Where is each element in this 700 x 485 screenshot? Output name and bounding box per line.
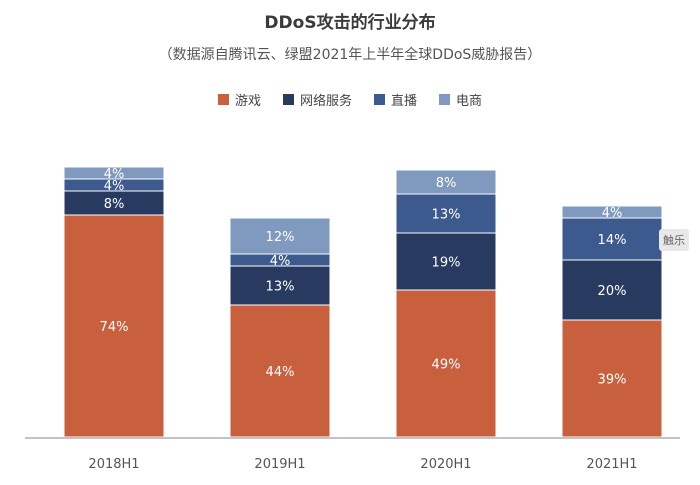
- bar-segment-ecommerce: [229, 217, 331, 255]
- bar-segment-ecommerce: [395, 169, 497, 195]
- data-label: 14%: [598, 233, 627, 248]
- bar-segment-live-streaming: [561, 217, 663, 261]
- x-axis-tick-label: 2018H1: [88, 457, 139, 472]
- legend-swatch: [439, 94, 451, 105]
- bar-segment-game: [561, 319, 663, 438]
- legend-label: 网络服务: [299, 94, 352, 109]
- legend-item-game: 游戏: [217, 90, 261, 109]
- legend-label: 游戏: [234, 94, 261, 109]
- bar-segment-network-services: [229, 265, 331, 306]
- chart-subtitle: （数据源自腾讯云、绿盟2021年上半年全球DDoS威胁报告）: [158, 47, 542, 63]
- data-label: 8%: [104, 197, 125, 212]
- legend-item-live-streaming: 直播: [374, 90, 417, 109]
- bar-segment-game: [229, 304, 331, 438]
- data-label: 20%: [598, 284, 627, 299]
- legend-swatch: [282, 94, 294, 105]
- data-label: 12%: [266, 230, 295, 245]
- data-label: 39%: [598, 373, 627, 388]
- data-label: 74%: [100, 320, 129, 335]
- bar-segment-ecommerce: [561, 205, 663, 219]
- bar-segment-game: [395, 289, 497, 438]
- data-label: 13%: [432, 208, 461, 223]
- bar-segment-network-services: [63, 190, 165, 216]
- x-axis-tick-label: 2021H1: [586, 457, 637, 472]
- bar-segment-network-services: [561, 259, 663, 321]
- data-label: 4%: [104, 179, 125, 194]
- data-label: 19%: [432, 256, 461, 271]
- data-label: 4%: [270, 254, 291, 269]
- data-label: 44%: [266, 365, 295, 380]
- x-axis-tick-label: 2019H1: [254, 457, 305, 472]
- data-label: 13%: [266, 280, 295, 295]
- x-axis-tick-label: 2020H1: [420, 457, 471, 472]
- legend-item-ecommerce: 电商: [439, 90, 482, 109]
- bar-segment-game: [63, 214, 165, 438]
- legend-swatch: [374, 94, 385, 105]
- bar-segment-ecommerce: [63, 166, 165, 180]
- bar-segment-network-services: [395, 232, 497, 291]
- watermark-logo: 触乐: [659, 229, 689, 251]
- chart-legend: 游戏 网络服务 直播 电商: [0, 90, 700, 109]
- data-label: 8%: [436, 176, 457, 191]
- chart-title: DDoS攻击的行业分布: [264, 13, 436, 33]
- data-label: 4%: [104, 167, 125, 182]
- legend-label: 直播: [391, 94, 418, 109]
- legend-item-network-services: 网络服务: [282, 90, 352, 109]
- legend-swatch: [217, 94, 229, 105]
- legend-label: 电商: [456, 94, 483, 109]
- data-label: 49%: [432, 358, 461, 373]
- data-label: 4%: [602, 206, 623, 221]
